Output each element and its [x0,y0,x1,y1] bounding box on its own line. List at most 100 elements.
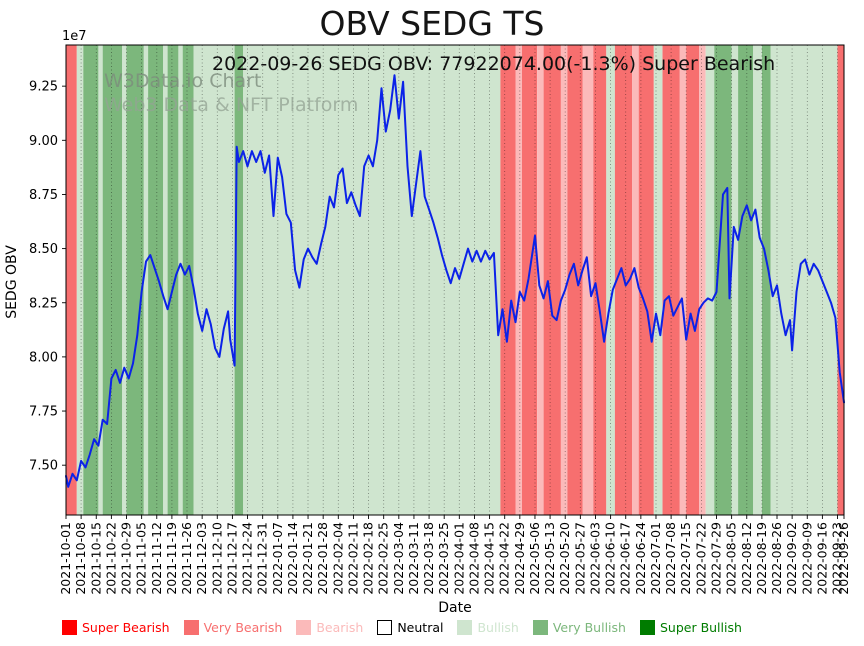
band-very_bullish [102,45,123,515]
band-bearish [515,45,522,515]
x-tick-label: 2022-02-25 [376,522,391,595]
x-tick-label: 2022-02-04 [330,522,345,595]
x-tick-label: 2022-04-08 [466,522,481,595]
sentiment-legend: Super Bearish Very Bearish Bearish Neutral B… [62,620,742,635]
x-tick-label: 2022-03-04 [391,522,406,595]
y-axis-label: SEDG OBV [3,245,20,319]
sentiment-bands [66,45,844,515]
x-tick-label: 2022-08-05 [724,522,739,595]
x-tick-label: 2022-01-28 [315,522,330,595]
legend-item-neutral: Neutral [377,620,443,635]
y-tick-label: 8.50 [29,242,58,257]
x-tick-label: 2022-09-02 [784,522,799,595]
y-tick-label: 7.75 [29,405,58,420]
x-tick-label: 2022-09-09 [799,522,814,595]
legend-item-bullish: Bullish [457,620,519,635]
x-tick-label: 2022-05-13 [542,522,557,595]
band-very_bullish [234,45,244,515]
x-tick-label: 2021-11-19 [164,522,179,595]
band-very_bullish [182,45,194,515]
band-very_bearish [66,45,77,515]
x-tick-label: 2022-04-15 [482,522,497,595]
band-bearish [560,45,568,515]
x-tick-label: 2022-07-22 [693,522,708,595]
band-bearish [582,45,594,515]
x-tick-label: 2021-11-12 [149,522,164,595]
x-tick-label: 2021-10-15 [88,522,103,595]
x-tick-label: 2022-04-01 [451,522,466,595]
x-tick-label: 2022-01-07 [270,522,285,595]
legend-label-super_bearish: Super Bearish [82,620,170,635]
x-tick-label: 2021-10-01 [58,522,73,595]
x-tick-label: 2022-01-14 [285,522,300,595]
x-tick-label: 2022-08-26 [769,522,784,595]
y-tick-label: 8.75 [29,188,58,203]
legend-swatch-bearish [296,620,312,635]
x-tick-label: 2021-11-26 [179,522,194,595]
x-tick-label: 2022-04-22 [497,522,512,595]
y-tick-label: 8.00 [29,350,58,365]
legend-swatch-super_bearish [62,620,77,635]
obv-line-path [65,74,845,488]
x-tick-label: 2021-10-29 [119,522,134,595]
band-bullish [76,45,84,515]
watermark-tagline: Web3 Data & NFT Platform [104,94,359,116]
x-tick-label: 2022-05-27 [572,522,587,595]
x-tick-label: 2021-12-31 [255,522,270,595]
legend-label-bullish: Bullish [477,620,519,635]
band-bearish [679,45,687,515]
x-tick-label: 2022-06-24 [633,522,648,595]
x-tick-label: 2022-07-01 [648,522,663,595]
band-bullish [193,45,235,515]
legend-label-bearish: Bearish [316,620,364,635]
band-very_bullish [738,45,754,515]
band-very_bearish [662,45,680,515]
axes-spines [65,44,845,516]
x-tick-label: 2022-01-21 [300,522,315,595]
band-bullish [653,45,663,515]
x-tick-label: 2021-11-05 [134,522,149,595]
x-tick-label: 2022-05-20 [557,522,572,595]
band-bullish [770,45,838,515]
band-bullish [143,45,149,515]
watermark-brand: W3Data.io Chart [104,70,262,92]
x-tick-label: 2022-05-06 [527,522,542,595]
chart-subtitle: 2022-09-26 SEDG OBV: 77922074.00(-1.3%) … [212,53,776,75]
y-tick-labels: 7.50 7.75 8.00 8.25 8.50 8.75 9.00 9.25 [29,80,66,474]
x-tick-label: 2022-08-19 [754,522,769,595]
y-tick-label: 7.50 [29,459,58,474]
legend-swatch-super_bullish [639,620,655,635]
x-tick-label: 2022-04-29 [512,522,527,595]
band-very_bearish [567,45,583,515]
x-tick-label: 2022-07-15 [678,522,693,595]
band-very_bearish [686,45,700,515]
band-bullish [606,45,615,515]
x-tick-label: 2022-06-03 [587,522,602,595]
x-tick-label: 2022-07-08 [663,522,678,595]
band-bearish [537,45,544,515]
legend-swatch-very_bullish [532,620,548,635]
band-very_bearish [593,45,607,515]
band-bullish [122,45,127,515]
x-tick-label: 2022-02-18 [361,522,376,595]
legend-label-super_bullish: Super Bullish [659,620,742,635]
band-very_bullish [714,45,732,515]
legend-item-super_bullish: Super Bullish [639,620,742,635]
x-tick-label: 2022-03-25 [436,522,451,595]
band-bullish [178,45,183,515]
x-axis-label: Date [438,600,472,616]
y-tick-label: 8.25 [29,296,58,311]
legend-label-very_bullish: Very Bullish [552,620,626,635]
legend-item-super_bearish: Super Bearish [62,620,170,635]
x-tick-label: 2022-07-29 [708,522,723,595]
x-tick-labels: 2021-10-01 2021-10-08 2021-10-15 2021-10-22… [58,515,851,595]
x-tick-label: 2021-12-17 [224,522,239,595]
band-bearish [632,45,639,515]
x-tick-label: 2022-02-11 [345,522,360,595]
legend-label-very_bearish: Very Bearish [203,620,283,635]
obv-line [65,74,845,488]
band-very_bullish [83,45,99,515]
x-tick-label: 2022-09-16 [814,522,829,595]
band-bullish [753,45,762,515]
